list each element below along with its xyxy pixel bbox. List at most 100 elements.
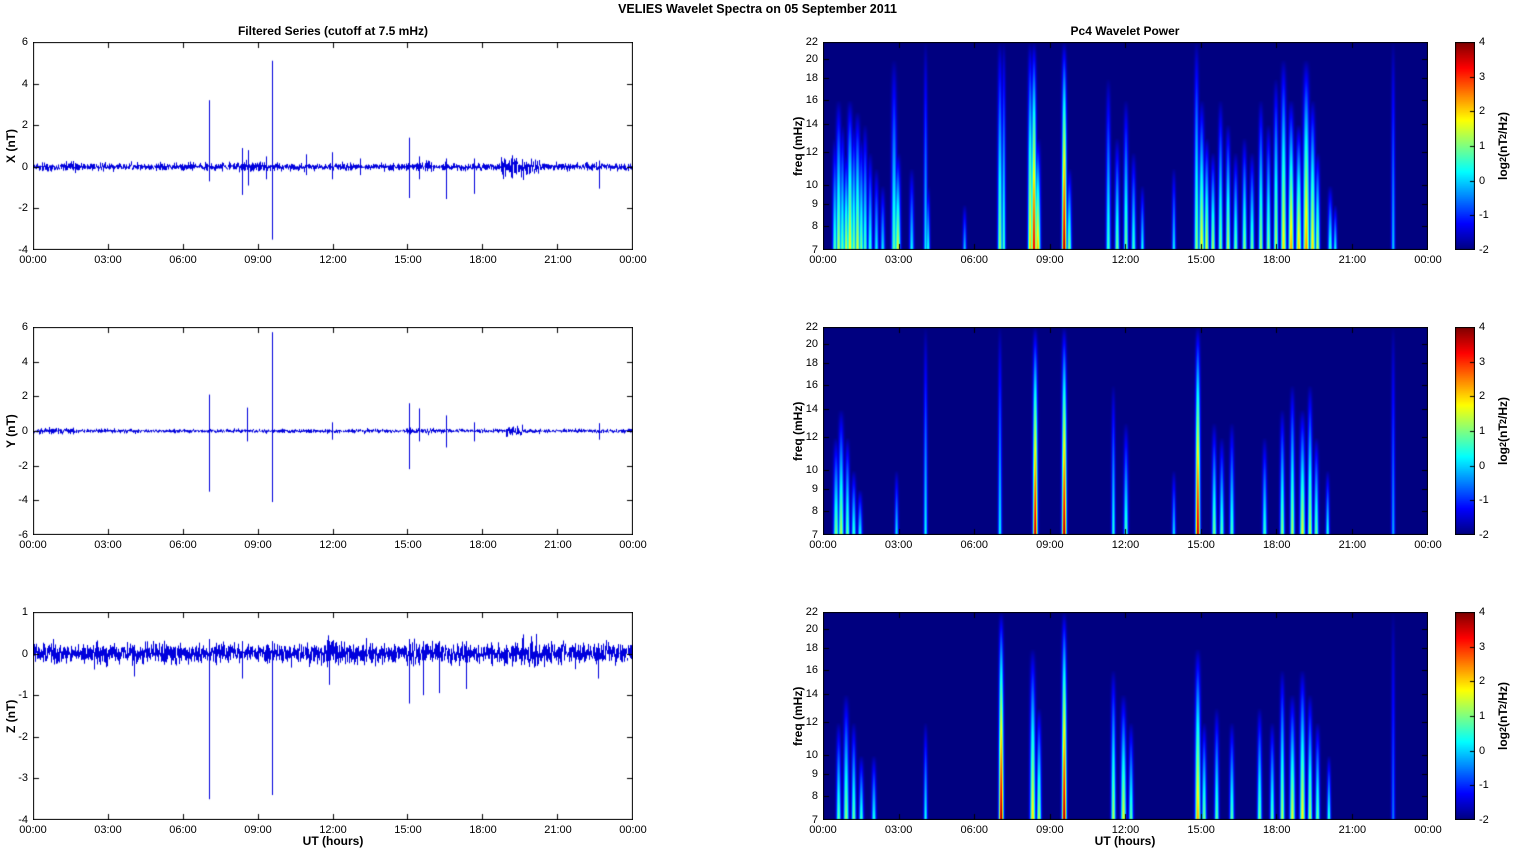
tick-label: 22 xyxy=(805,36,818,48)
tick-label: 12:00 xyxy=(1111,254,1140,266)
tick-label: 21:00 xyxy=(544,254,572,266)
tick-label: 15:00 xyxy=(394,824,422,836)
tick-label: -1 xyxy=(1479,494,1489,507)
tick-label: 09:00 xyxy=(244,254,272,266)
tick-label: 00:00 xyxy=(1414,539,1442,551)
tick-label: 4 xyxy=(21,77,28,90)
tick-label: 00:00 xyxy=(19,539,47,551)
tick-label: 7 xyxy=(811,529,818,541)
tick-label: -4 xyxy=(18,494,28,507)
tick-label: 2 xyxy=(21,119,28,132)
tick-label: 03:00 xyxy=(884,539,913,551)
tick-label: 06:00 xyxy=(169,539,197,551)
tick-label: 00:00 xyxy=(19,824,47,836)
tick-label: 18 xyxy=(805,642,818,655)
tick-label: 00:00 xyxy=(1414,254,1442,266)
tick-label: -2 xyxy=(18,730,28,743)
tick-label: 15:00 xyxy=(1187,539,1215,551)
tick-label: -2 xyxy=(18,459,28,472)
y-wavelet-power-plot xyxy=(823,327,1428,535)
tick-label: 00:00 xyxy=(809,824,837,836)
tick-label: 3 xyxy=(1479,640,1486,653)
tick-label: 12:00 xyxy=(1111,824,1140,836)
tick-label: 10 xyxy=(805,749,818,762)
tick-label: -1 xyxy=(1479,779,1489,792)
tick-label: 09:00 xyxy=(1036,254,1064,266)
tick-label: 21:00 xyxy=(544,539,572,551)
tick-label: 09:00 xyxy=(244,824,272,836)
colorbar-z xyxy=(1455,612,1475,820)
tick-label: 12:00 xyxy=(319,824,347,836)
tick-label: 1 xyxy=(21,606,28,618)
tick-label: 22 xyxy=(805,606,818,618)
tick-label: 14 xyxy=(805,118,818,131)
tick-label: 0 xyxy=(21,647,28,660)
z-axis-label-nT: Z (nT) xyxy=(4,699,18,733)
tick-label: 15:00 xyxy=(394,254,422,266)
tick-label: 03:00 xyxy=(94,824,122,836)
tick-label: -2 xyxy=(18,202,28,215)
left-column-title: Filtered Series (cutoff at 7.5 mHz) xyxy=(237,24,429,38)
tick-label: 21:00 xyxy=(1338,539,1367,551)
colorbar-x xyxy=(1455,42,1475,250)
tick-label: 18:00 xyxy=(469,254,497,266)
tick-label: 6 xyxy=(21,321,28,333)
right-column-title: Pc4 Wavelet Power xyxy=(1070,24,1180,38)
tick-label: 00:00 xyxy=(619,254,647,266)
tick-label: 0 xyxy=(21,160,28,173)
tick-label: 06:00 xyxy=(960,824,989,836)
z-wavelet-power-plot xyxy=(823,612,1428,820)
ut-hours-label-left: UT (hours) xyxy=(302,834,364,848)
tick-label: 20 xyxy=(805,623,818,636)
tick-label: 0 xyxy=(21,425,28,437)
tick-label: 14 xyxy=(805,403,818,416)
tick-label: 4 xyxy=(1479,321,1486,333)
tick-label: 15:00 xyxy=(394,539,422,551)
tick-label: 03:00 xyxy=(94,254,122,266)
tick-label: 0 xyxy=(1479,174,1486,187)
tick-label: 0 xyxy=(1479,744,1486,757)
tick-label: 18:00 xyxy=(469,824,497,836)
tick-label: 1 xyxy=(1479,140,1486,152)
x-wavelet-power-plot xyxy=(823,42,1428,250)
tick-label: 21:00 xyxy=(1338,824,1367,836)
tick-label: 00:00 xyxy=(19,254,47,266)
tick-label: 09:00 xyxy=(244,539,272,551)
x-filtered-series-plot xyxy=(33,42,633,250)
tick-label: 0 xyxy=(1479,459,1486,472)
tick-label: -2 xyxy=(1479,529,1489,541)
tick-label: 21:00 xyxy=(544,824,572,836)
tick-label: 21:00 xyxy=(1338,254,1367,266)
tick-label: 12 xyxy=(805,716,818,729)
tick-label: 12 xyxy=(805,146,818,159)
tick-label: 18 xyxy=(805,357,818,370)
tick-label: 2 xyxy=(1479,105,1486,118)
tick-label: 06:00 xyxy=(169,824,197,836)
tick-label: 3 xyxy=(1479,70,1486,83)
tick-label: 00:00 xyxy=(809,539,837,551)
tick-label: 16 xyxy=(805,93,818,106)
tick-label: 8 xyxy=(811,504,818,517)
tick-label: 03:00 xyxy=(884,824,913,836)
tick-label: 1 xyxy=(1479,710,1486,722)
ut-hours-label-right: UT (hours) xyxy=(1094,834,1156,848)
tick-label: -4 xyxy=(18,244,28,256)
tick-label: -4 xyxy=(18,814,28,826)
tick-label: -2 xyxy=(1479,814,1489,826)
tick-label: 00:00 xyxy=(619,539,647,551)
tick-label: 18:00 xyxy=(1262,539,1291,551)
tick-label: 10 xyxy=(805,179,818,192)
tick-label: 12:00 xyxy=(1111,539,1140,551)
tick-label: 10 xyxy=(805,464,818,477)
tick-label: 3 xyxy=(1479,355,1486,368)
tick-label: -1 xyxy=(1479,209,1489,222)
tick-label: 06:00 xyxy=(960,539,989,551)
tick-label: 12:00 xyxy=(319,539,347,551)
tick-label: 4 xyxy=(1479,36,1486,48)
x-axis-label-nT: X (nT) xyxy=(4,129,18,163)
colorbar-y xyxy=(1455,327,1475,535)
tick-label: 14 xyxy=(805,688,818,701)
tick-label: 16 xyxy=(805,663,818,676)
tick-label: 09:00 xyxy=(1036,539,1064,551)
